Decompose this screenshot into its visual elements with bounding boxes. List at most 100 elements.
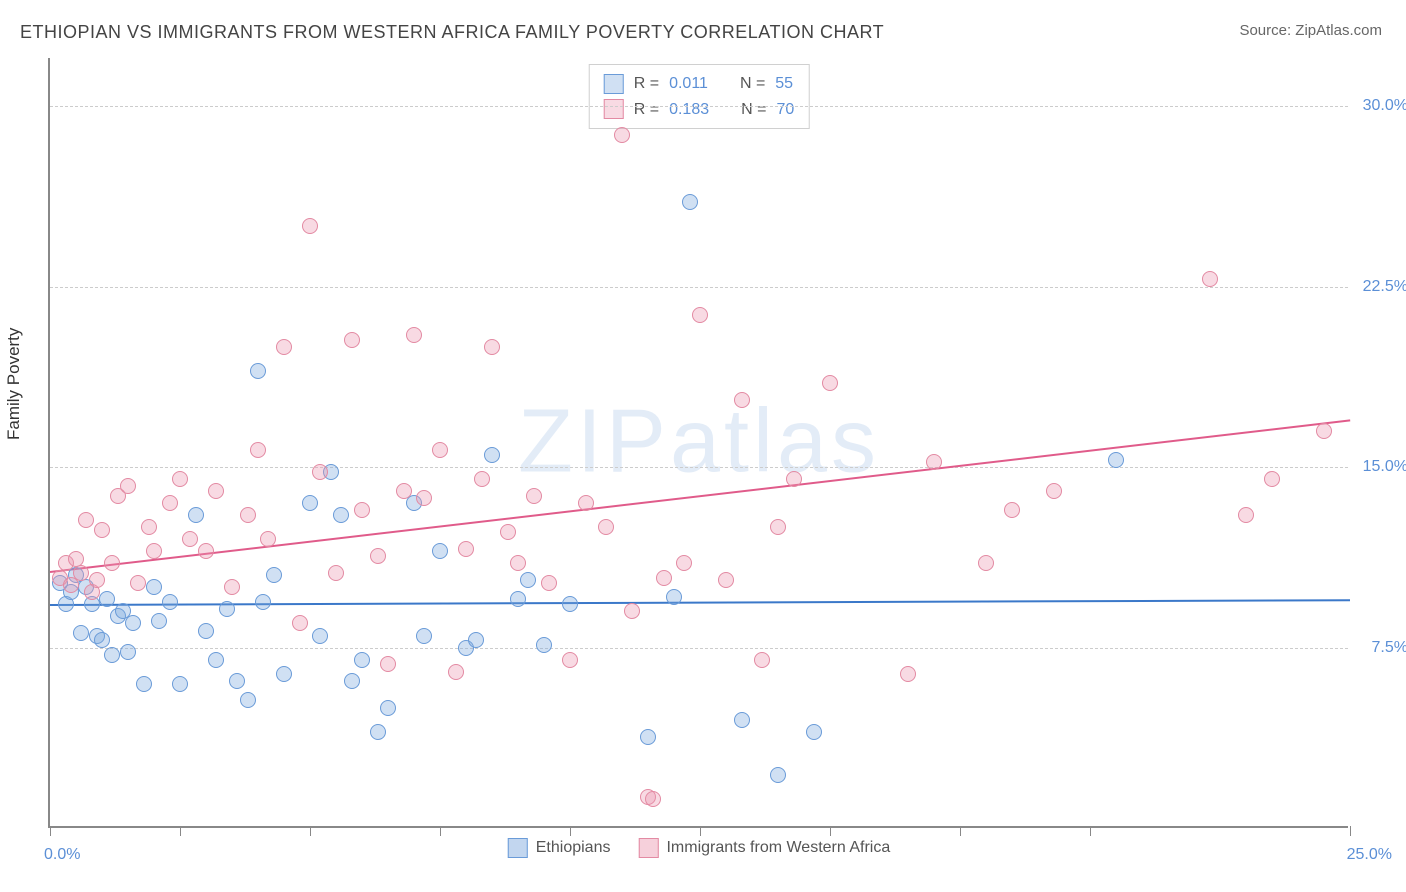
chart-title: ETHIOPIAN VS IMMIGRANTS FROM WESTERN AFR… — [20, 22, 884, 43]
scatter-point — [718, 572, 734, 588]
scatter-plot: ZIPatlas R = 0.011 N = 55 R = 0.183 N = … — [48, 58, 1348, 828]
x-max-label: 25.0% — [1347, 846, 1392, 864]
x-tick — [1090, 826, 1091, 836]
legend-stats-row-0: R = 0.011 N = 55 — [604, 71, 795, 97]
legend-swatch-1 — [604, 99, 624, 119]
scatter-point — [510, 591, 526, 607]
scatter-point — [432, 442, 448, 458]
scatter-point — [266, 567, 282, 583]
scatter-point — [978, 555, 994, 571]
scatter-point — [312, 464, 328, 480]
watermark: ZIPatlas — [518, 391, 880, 494]
scatter-point — [120, 644, 136, 660]
y-tick-label: 22.5% — [1363, 278, 1406, 296]
scatter-point — [276, 666, 292, 682]
scatter-point — [172, 471, 188, 487]
scatter-point — [370, 548, 386, 564]
x-tick — [1350, 826, 1351, 836]
legend-item-0: Ethiopians — [508, 838, 611, 858]
legend-bottom-swatch-0 — [508, 838, 528, 858]
scatter-point — [333, 507, 349, 523]
scatter-point — [676, 555, 692, 571]
scatter-point — [1238, 507, 1254, 523]
scatter-point — [448, 664, 464, 680]
scatter-point — [188, 507, 204, 523]
scatter-point — [406, 327, 422, 343]
gridline — [50, 648, 1348, 649]
scatter-point — [578, 495, 594, 511]
scatter-point — [162, 594, 178, 610]
scatter-point — [125, 615, 141, 631]
scatter-point — [1004, 502, 1020, 518]
scatter-point — [806, 724, 822, 740]
scatter-point — [416, 490, 432, 506]
legend-label-1: Immigrants from Western Africa — [666, 839, 890, 857]
scatter-point — [146, 579, 162, 595]
x-min-label: 0.0% — [44, 846, 80, 864]
x-tick — [310, 826, 311, 836]
scatter-point — [754, 652, 770, 668]
x-tick — [830, 826, 831, 836]
legend-bottom-swatch-1 — [638, 838, 658, 858]
scatter-point — [255, 594, 271, 610]
scatter-point — [198, 623, 214, 639]
scatter-point — [1316, 423, 1332, 439]
scatter-point — [640, 729, 656, 745]
legend-stats: R = 0.011 N = 55 R = 0.183 N = 70 — [589, 64, 810, 129]
scatter-point — [208, 652, 224, 668]
scatter-point — [770, 519, 786, 535]
scatter-point — [172, 676, 188, 692]
legend-swatch-0 — [604, 74, 624, 94]
scatter-point — [136, 676, 152, 692]
r-value-0: 0.011 — [669, 71, 708, 97]
scatter-point — [645, 791, 661, 807]
scatter-point — [94, 522, 110, 538]
legend-item-1: Immigrants from Western Africa — [638, 838, 890, 858]
scatter-point — [541, 575, 557, 591]
scatter-point — [500, 524, 516, 540]
scatter-point — [370, 724, 386, 740]
trend-line-0 — [50, 599, 1350, 606]
y-tick-label: 15.0% — [1363, 458, 1406, 476]
scatter-point — [1108, 452, 1124, 468]
scatter-point — [484, 447, 500, 463]
scatter-point — [1046, 483, 1062, 499]
scatter-point — [354, 502, 370, 518]
trend-line-1 — [50, 419, 1350, 573]
scatter-point — [484, 339, 500, 355]
r-label: R = — [634, 97, 659, 123]
scatter-point — [130, 575, 146, 591]
gridline — [50, 467, 1348, 468]
scatter-point — [292, 615, 308, 631]
scatter-point — [302, 218, 318, 234]
x-tick — [960, 826, 961, 836]
gridline — [50, 287, 1348, 288]
scatter-point — [926, 454, 942, 470]
scatter-point — [276, 339, 292, 355]
scatter-point — [822, 375, 838, 391]
scatter-point — [380, 700, 396, 716]
scatter-point — [120, 478, 136, 494]
scatter-point — [260, 531, 276, 547]
scatter-point — [598, 519, 614, 535]
scatter-point — [734, 392, 750, 408]
scatter-point — [104, 647, 120, 663]
legend-stats-row-1: R = 0.183 N = 70 — [604, 97, 795, 123]
scatter-point — [468, 632, 484, 648]
scatter-point — [416, 628, 432, 644]
scatter-point — [250, 442, 266, 458]
scatter-point — [182, 531, 198, 547]
scatter-point — [536, 637, 552, 653]
scatter-point — [458, 541, 474, 557]
scatter-point — [354, 652, 370, 668]
scatter-point — [162, 495, 178, 511]
scatter-point — [734, 712, 750, 728]
scatter-point — [562, 596, 578, 612]
x-tick — [700, 826, 701, 836]
y-axis-label: Family Poverty — [4, 328, 24, 440]
scatter-point — [380, 656, 396, 672]
scatter-point — [141, 519, 157, 535]
scatter-point — [1264, 471, 1280, 487]
scatter-point — [344, 332, 360, 348]
x-tick — [440, 826, 441, 836]
